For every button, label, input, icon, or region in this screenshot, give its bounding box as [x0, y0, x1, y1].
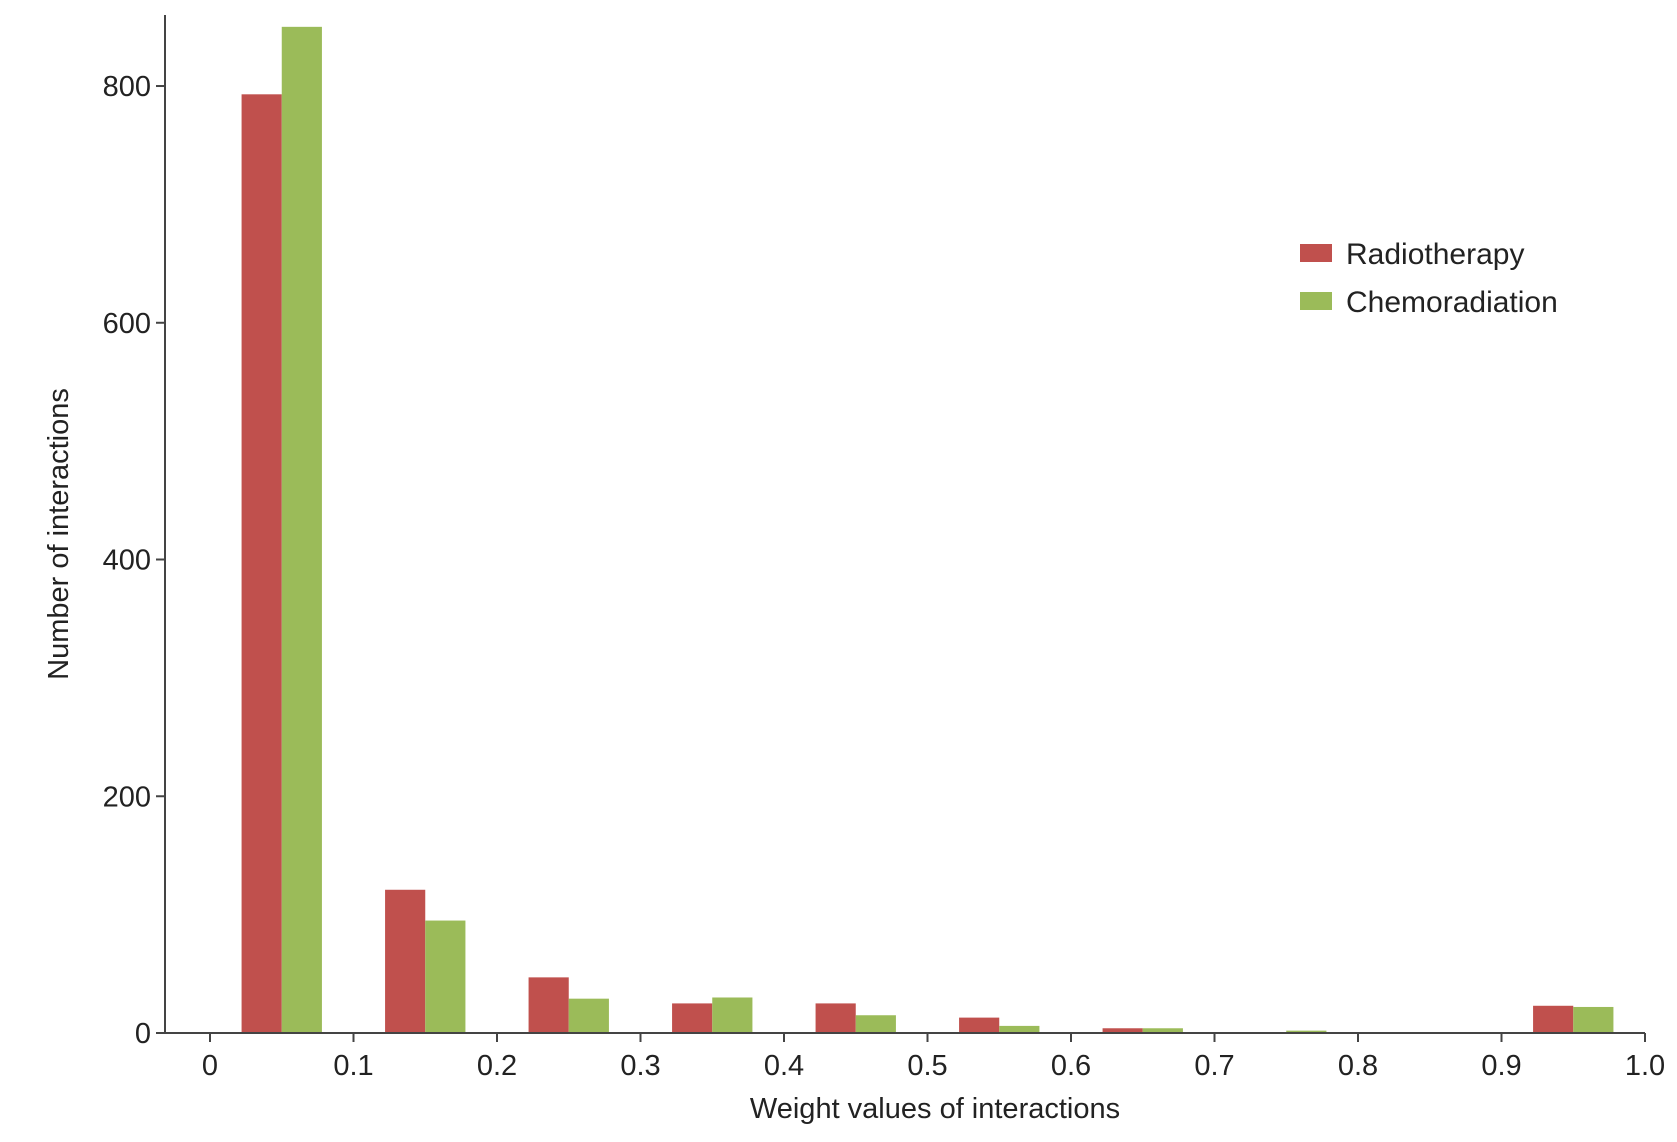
x-tick-label: 0.4	[764, 1050, 804, 1082]
bar-radiotherapy-3	[672, 1003, 713, 1033]
bar-chemoradiation-6	[1142, 1028, 1183, 1033]
bar-radiotherapy-1	[385, 889, 426, 1033]
x-tick-label: 0.6	[1051, 1050, 1091, 1082]
bar-radiotherapy-9	[1533, 1005, 1574, 1033]
y-tick-label: 600	[103, 308, 151, 340]
bar-chemoradiation-0	[281, 26, 322, 1033]
legend-label-radiotherapy: Radiotherapy	[1346, 238, 1524, 271]
y-tick-label: 800	[103, 71, 151, 103]
bar-radiotherapy-6	[1102, 1028, 1143, 1033]
x-tick-label: 0	[202, 1050, 218, 1082]
x-tick-label: 0.1	[333, 1050, 373, 1082]
y-tick-label: 0	[135, 1018, 151, 1050]
bar-chemoradiation-5	[999, 1025, 1040, 1033]
y-tick-label: 200	[103, 781, 151, 813]
x-tick-label: 0.3	[620, 1050, 660, 1082]
bar-chemoradiation-7	[1286, 1030, 1327, 1033]
legend-swatch-radiotherapy	[1300, 244, 1332, 262]
y-tick-label: 400	[103, 545, 151, 577]
axes-layer	[164, 15, 1645, 1034]
x-tick-label: 0.5	[907, 1050, 947, 1082]
x-tick-label: 0.8	[1338, 1050, 1378, 1082]
bar-chemoradiation-2	[568, 998, 609, 1033]
bar-chemoradiation-1	[425, 920, 466, 1033]
bar-chemoradiation-4	[855, 1015, 896, 1033]
x-tick-label: 0.2	[477, 1050, 517, 1082]
legend-label-chemoradiation: Chemoradiation	[1346, 286, 1558, 319]
bar-chemoradiation-3	[712, 997, 753, 1033]
ticks-layer: 0 0.1 0.2 0.3 0.4 0.5 0.6 0.7 0.8 0.9 1.0 0 200 400 60…	[103, 71, 1666, 1082]
bar-radiotherapy-4	[815, 1003, 856, 1033]
x-tick-label: 1.0	[1625, 1050, 1665, 1082]
bar-radiotherapy-5	[959, 1017, 1000, 1033]
x-axis-title: Weight values of interactions	[750, 1093, 1120, 1125]
legend: Radiotherapy Chemoradiation	[1300, 238, 1558, 319]
bar-chemoradiation-9	[1573, 1006, 1614, 1033]
bars-layer	[241, 26, 1614, 1033]
bar-radiotherapy-0	[241, 94, 282, 1033]
x-tick-label: 0.7	[1194, 1050, 1234, 1082]
y-axis-title: Number of interactions	[43, 388, 75, 680]
legend-swatch-chemoradiation	[1300, 292, 1332, 310]
bar-radiotherapy-2	[528, 977, 569, 1033]
x-tick-label: 0.9	[1481, 1050, 1521, 1082]
